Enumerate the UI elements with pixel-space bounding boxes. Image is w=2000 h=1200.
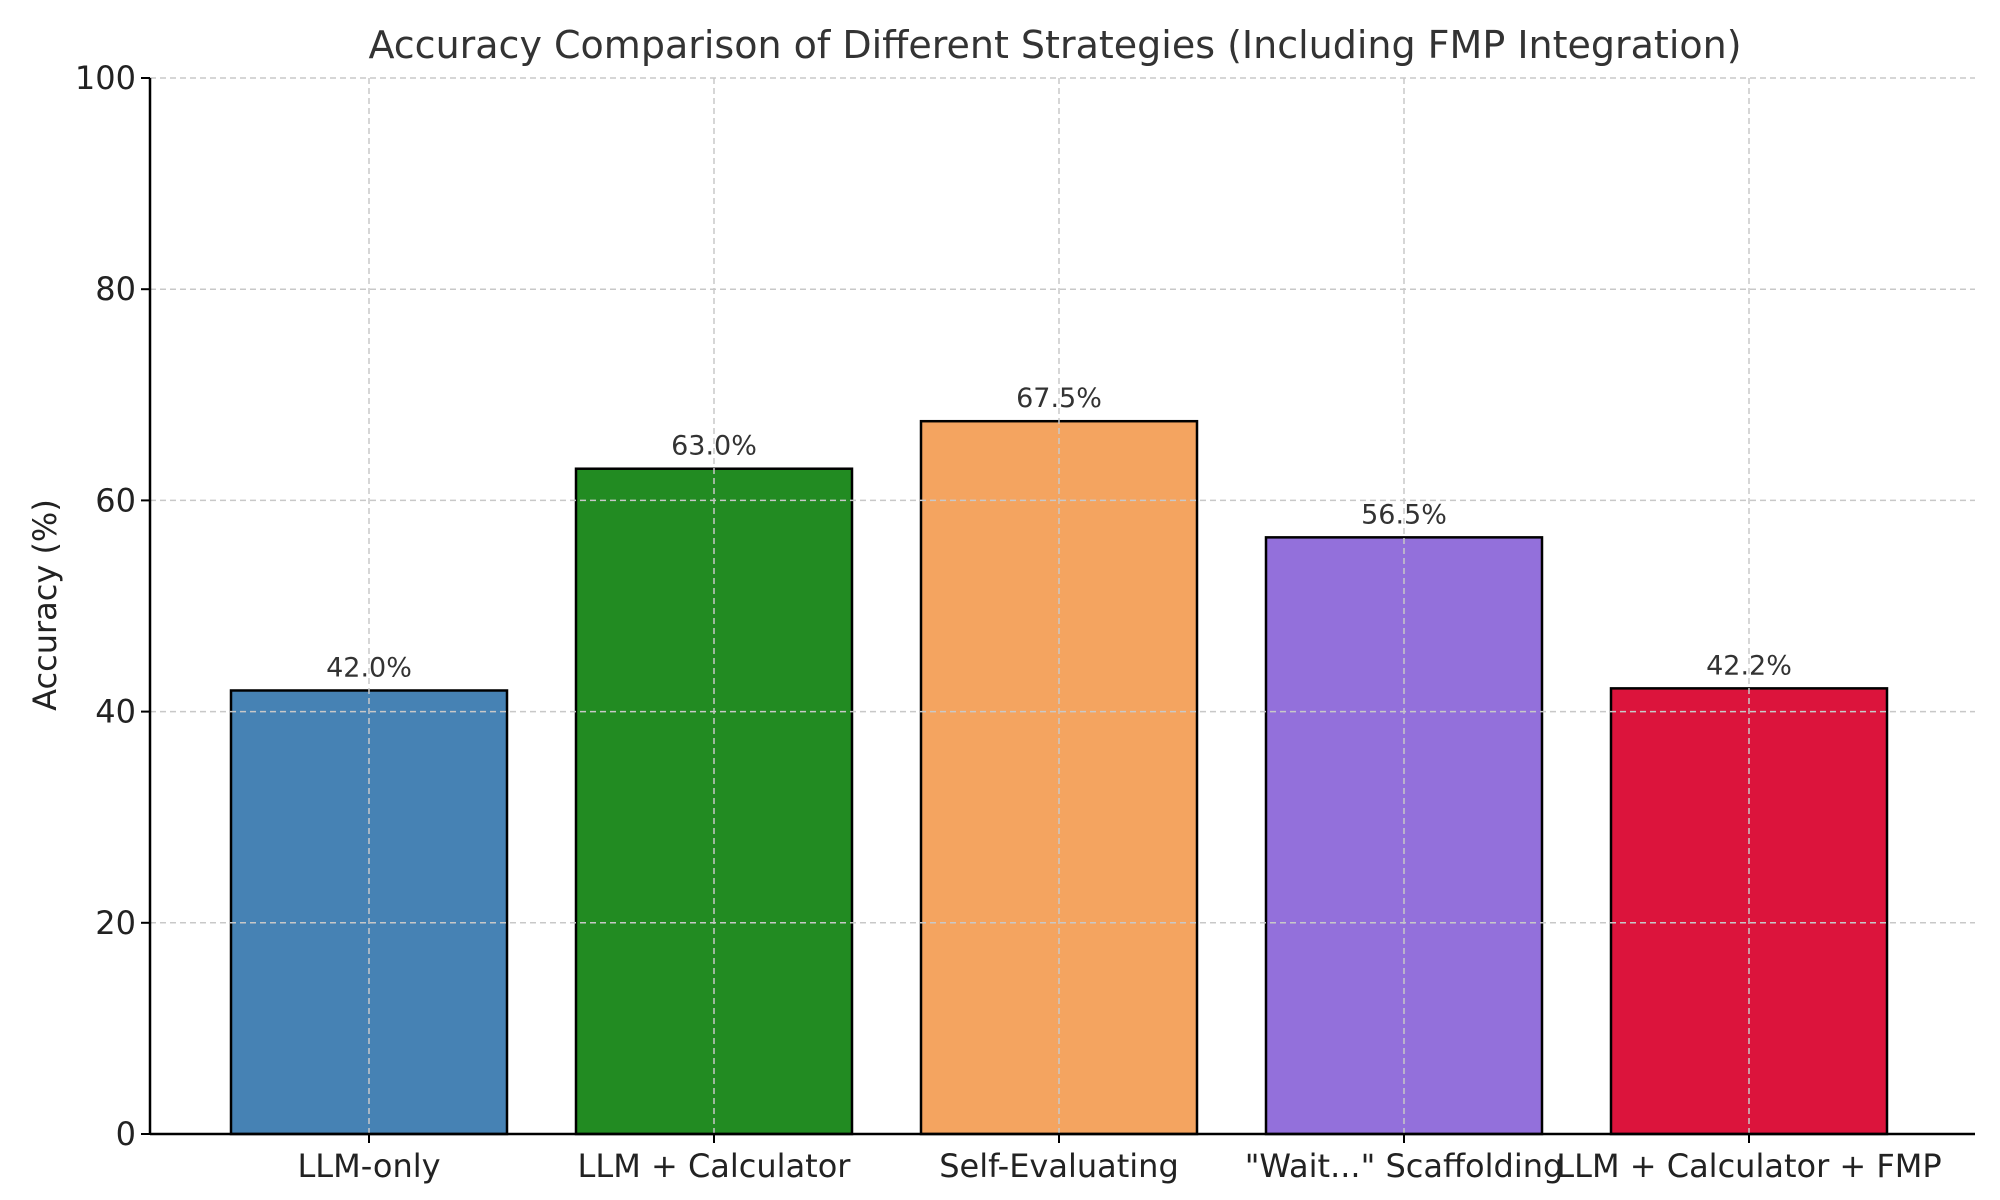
y-tick-label: 0 bbox=[116, 1115, 136, 1153]
bar-value-label: 42.0% bbox=[326, 652, 412, 683]
y-tick-label: 100 bbox=[75, 59, 136, 97]
y-tick-label: 60 bbox=[95, 481, 136, 519]
x-tick-label: "Wait..." Scaffolding bbox=[1245, 1147, 1564, 1185]
bar-value-label: 56.5% bbox=[1361, 499, 1447, 530]
grid-layer bbox=[150, 77, 1975, 1134]
y-tick-label: 20 bbox=[95, 904, 136, 942]
y-tick-label: 80 bbox=[95, 270, 136, 308]
bar-value-label: 67.5% bbox=[1016, 383, 1102, 414]
x-tick-label: LLM + Calculator bbox=[578, 1147, 852, 1185]
labels-layer: 0 20 40 60 80 100 42.0% 63.0% 67.5% 56.5% 42.2% LLM… bbox=[75, 59, 1942, 1185]
x-tick-label: LLM + Calculator + FMP bbox=[1556, 1147, 1941, 1185]
chart-title: Accuracy Comparison of Different Strateg… bbox=[368, 23, 1741, 67]
y-tick-label: 40 bbox=[95, 693, 136, 731]
axes-layer bbox=[141, 77, 1975, 1143]
bar-value-label: 63.0% bbox=[671, 431, 757, 462]
bar-value-label: 42.2% bbox=[1706, 650, 1792, 681]
x-tick-label: LLM-only bbox=[297, 1147, 440, 1185]
x-tick-label: Self-Evaluating bbox=[939, 1147, 1179, 1185]
bar-4 bbox=[1264, 536, 1544, 1136]
y-axis-label: Accuracy (%) bbox=[26, 499, 64, 711]
